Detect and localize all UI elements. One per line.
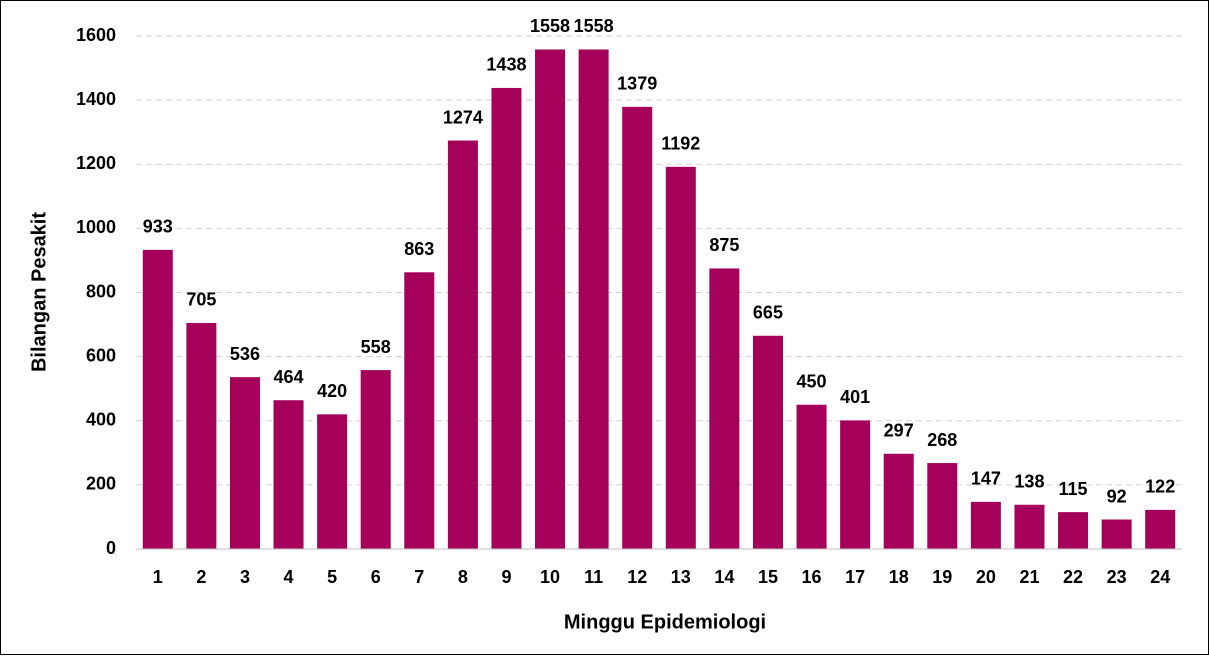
bar <box>491 87 522 549</box>
data-label: 115 <box>1059 479 1088 499</box>
bar <box>360 370 391 549</box>
x-tick-label: 15 <box>758 567 778 587</box>
bar <box>1101 519 1132 549</box>
data-label: 464 <box>274 367 304 387</box>
x-tick-label: 24 <box>1150 567 1170 587</box>
data-label: 147 <box>971 469 1001 489</box>
data-label: 297 <box>884 421 914 441</box>
bar <box>1014 504 1045 549</box>
y-tick-label: 400 <box>86 410 116 430</box>
data-label: 863 <box>404 239 434 259</box>
bar <box>535 49 566 550</box>
x-tick-label: 11 <box>584 567 603 587</box>
bar <box>1058 512 1089 549</box>
data-label: 933 <box>143 217 173 237</box>
bar <box>142 249 173 549</box>
data-label: 420 <box>317 381 347 401</box>
bar <box>752 335 783 549</box>
data-label: 1558 <box>574 16 614 36</box>
y-tick-label: 200 <box>86 474 116 494</box>
x-tick-label: 23 <box>1107 567 1127 587</box>
bar <box>186 322 217 549</box>
y-tick-label: 0 <box>106 538 116 558</box>
data-label: 122 <box>1145 477 1175 497</box>
bar <box>796 404 827 549</box>
bar <box>229 377 260 549</box>
x-tick-label: 3 <box>240 567 250 587</box>
x-tick-label: 21 <box>1019 567 1039 587</box>
bar <box>970 501 1001 549</box>
data-label: 665 <box>753 303 783 323</box>
x-tick-label: 17 <box>845 567 865 587</box>
x-tick-label: 19 <box>932 567 952 587</box>
x-tick-label: 16 <box>802 567 822 587</box>
bar <box>927 463 958 549</box>
data-label: 1192 <box>661 134 700 154</box>
y-tick-label: 1400 <box>76 89 116 109</box>
bar <box>404 272 435 549</box>
x-tick-label: 10 <box>540 567 560 587</box>
data-label: 268 <box>927 430 957 450</box>
data-label: 1379 <box>617 74 657 94</box>
x-tick-label: 18 <box>889 567 909 587</box>
x-tick-label: 2 <box>196 567 206 587</box>
x-tick-label: 22 <box>1063 567 1083 587</box>
bar <box>709 268 740 549</box>
x-tick-label: 7 <box>414 567 424 587</box>
y-tick-label: 600 <box>86 345 116 365</box>
data-label: 1274 <box>443 107 483 127</box>
bar <box>317 414 348 549</box>
x-tick-label: 13 <box>671 567 691 587</box>
x-tick-label: 6 <box>371 567 381 587</box>
x-tick-label: 1 <box>153 567 163 587</box>
data-label: 450 <box>797 371 827 391</box>
data-label: 558 <box>361 337 391 357</box>
bar <box>447 140 478 549</box>
x-tick-label: 12 <box>627 567 647 587</box>
x-tick-label: 20 <box>976 567 996 587</box>
data-label: 1438 <box>486 55 526 75</box>
x-tick-label: 4 <box>284 567 294 587</box>
data-label: 92 <box>1107 486 1127 506</box>
data-label: 138 <box>1014 472 1044 492</box>
bar <box>1145 509 1176 549</box>
x-tick-label: 5 <box>327 567 337 587</box>
data-label: 875 <box>709 235 739 255</box>
data-label: 705 <box>186 290 216 310</box>
bar <box>578 49 609 550</box>
y-tick-label: 800 <box>86 281 116 301</box>
x-axis-label: Minggu Epidemiologi <box>564 611 766 633</box>
data-label: 536 <box>230 344 260 364</box>
data-label: 401 <box>840 387 870 407</box>
x-tick-label: 9 <box>501 567 511 587</box>
bar <box>622 106 653 549</box>
y-axis-label: Bilangan Pesakit <box>28 212 50 372</box>
x-tick-label: 8 <box>458 567 468 587</box>
bar <box>665 166 696 549</box>
bar <box>273 400 304 549</box>
data-label: 1558 <box>530 16 570 36</box>
y-tick-label: 1000 <box>76 217 116 237</box>
bar <box>883 453 914 549</box>
y-tick-label: 1600 <box>76 25 116 45</box>
y-tick-label: 1200 <box>76 153 116 173</box>
x-tick-label: 14 <box>714 567 734 587</box>
bar <box>840 420 871 549</box>
